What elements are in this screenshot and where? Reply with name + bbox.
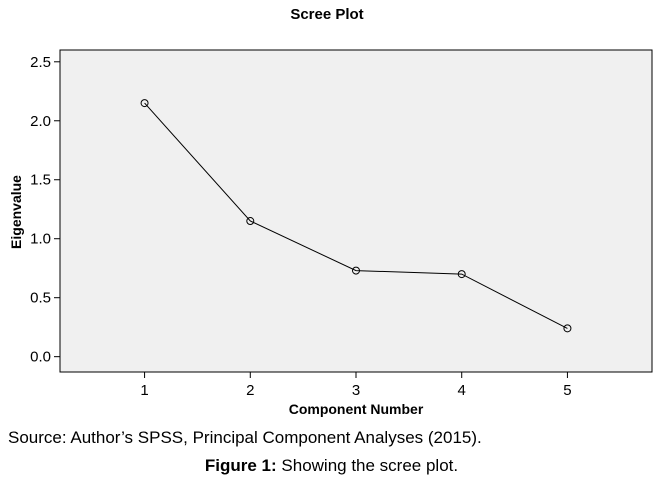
y-tick-label: 2.0 [30, 113, 51, 130]
x-axis: 1 2 3 4 5 [140, 372, 572, 399]
y-tick-label: 1.0 [30, 231, 51, 248]
figure-caption: Figure 1: Showing the scree plot. [0, 456, 663, 476]
x-tick-label: 2 [246, 382, 254, 399]
x-tick-label: 5 [563, 382, 571, 399]
figure-text: Showing the scree plot. [276, 456, 459, 475]
x-axis-label: Component Number [289, 401, 424, 417]
series-eigenvalue [140, 99, 572, 333]
figure-label: Figure 1: [204, 456, 277, 475]
plot-area [59, 49, 653, 373]
y-tick-label: 1.5 [30, 172, 51, 189]
data-point [246, 217, 255, 226]
data-point [352, 266, 360, 275]
data-point [563, 324, 572, 333]
x-tick-label: 1 [140, 382, 148, 399]
x-tick-label: 3 [352, 382, 360, 399]
y-axis: 0.0 0.5 1.0 1.5 2.0 2.5 [30, 54, 60, 366]
y-axis-label: Eigenvalue [8, 175, 24, 249]
scree-plot-chart: Scree Plot 0.0 0.5 1.0 1.5 2.0 2.5 1 2 3 4 5 Eige… [8, 6, 653, 417]
source-caption: Source: Author’s SPSS, Principal Compone… [8, 428, 482, 447]
chart-title: Scree Plot [290, 6, 363, 23]
x-tick-label: 4 [458, 382, 466, 399]
y-tick-label: 2.5 [30, 54, 51, 71]
y-tick-label: 0.5 [30, 290, 51, 307]
y-tick-label: 0.0 [30, 349, 51, 366]
data-point [140, 99, 149, 108]
eigenvalue-line [144, 102, 568, 329]
data-point [457, 270, 466, 279]
